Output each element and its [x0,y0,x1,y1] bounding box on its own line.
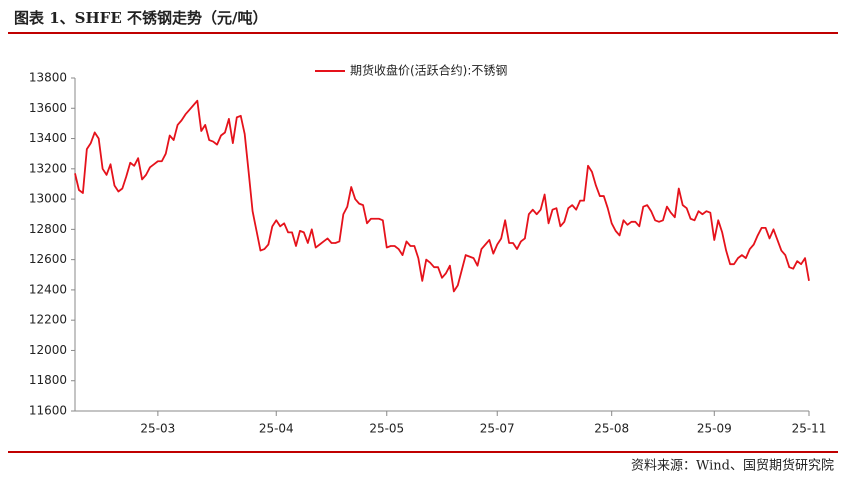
y-tick-label: 12000 [29,343,67,357]
y-tick-label: 13200 [29,161,67,175]
legend-label: 期货收盘价(活跃合约):不锈钢 [350,63,507,78]
x-tick-label: 25-08 [594,422,629,436]
data-line [74,99,810,293]
y-tick-label: 13000 [29,192,67,206]
y-tick-label: 13400 [29,131,67,145]
x-tick-label: 25-03 [140,422,175,436]
y-tick-label: 12800 [29,222,67,236]
y-tick-label: 11800 [29,373,67,387]
y-tick-label: 13800 [29,71,67,85]
y-tick-label: 11600 [29,404,67,418]
x-tick-label: 25-07 [480,422,515,436]
y-tick-label: 12400 [29,282,67,296]
x-tick-label: 25-09 [697,422,732,436]
chart-title: 图表 1、SHFE 不锈钢走势（元/吨） [14,9,267,27]
y-tick-label: 13600 [29,101,67,115]
y-tick-label: 12200 [29,313,67,327]
x-tick-label: 25-04 [259,422,294,436]
y-tick-label: 12600 [29,252,67,266]
x-tick-label: 25-05 [369,422,404,436]
x-tick-label: 25-11 [792,422,827,436]
source-note: 资料来源：Wind、国贸期货研究院 [631,458,834,474]
